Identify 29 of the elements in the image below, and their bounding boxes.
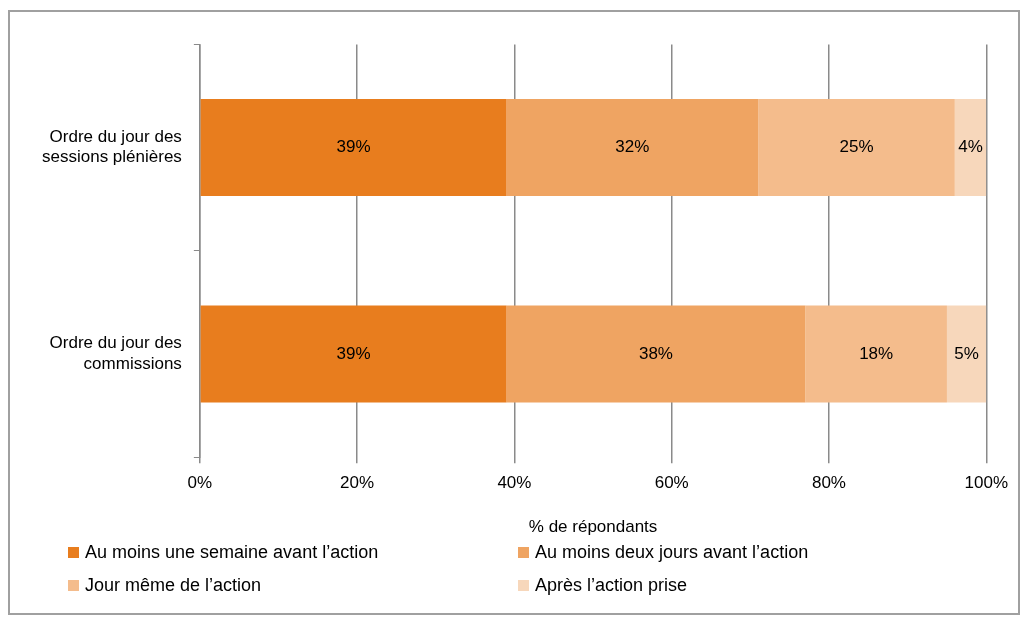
data-label: 39% bbox=[336, 343, 371, 363]
bar bbox=[954, 99, 987, 197]
data-label: 32% bbox=[615, 137, 650, 157]
bar bbox=[758, 99, 955, 197]
x-axis-title: % de répondants bbox=[528, 517, 658, 537]
data-label: 25% bbox=[839, 137, 874, 157]
legend-label: Au moins une semaine avant l’action bbox=[85, 542, 379, 563]
x-tick-label: 40% bbox=[497, 473, 532, 493]
bar bbox=[200, 99, 507, 197]
bar bbox=[200, 305, 507, 403]
bar bbox=[506, 99, 759, 197]
bar bbox=[946, 305, 987, 403]
data-label: 18% bbox=[859, 343, 894, 363]
bar bbox=[805, 305, 947, 403]
legend-label: Jour même de l’action bbox=[85, 575, 262, 596]
x-tick-label: 80% bbox=[811, 473, 846, 493]
data-label: 5% bbox=[954, 343, 979, 363]
data-label: 38% bbox=[638, 343, 673, 363]
data-label: 4% bbox=[958, 137, 983, 157]
x-tick-label: 100% bbox=[964, 473, 1008, 493]
bar bbox=[506, 305, 806, 403]
y-tick-label: Ordre du jour des commissions bbox=[49, 333, 182, 373]
legend-label: Après l’action prise bbox=[535, 575, 688, 596]
y-tick-label: Ordre du jour des sessions plénières bbox=[41, 127, 182, 167]
x-tick-label: 60% bbox=[654, 473, 689, 493]
legend-label: Au moins deux jours avant l’action bbox=[535, 542, 809, 563]
x-tick-label: 20% bbox=[340, 473, 375, 493]
x-tick-label: 0% bbox=[187, 473, 213, 493]
data-label: 39% bbox=[336, 137, 371, 157]
